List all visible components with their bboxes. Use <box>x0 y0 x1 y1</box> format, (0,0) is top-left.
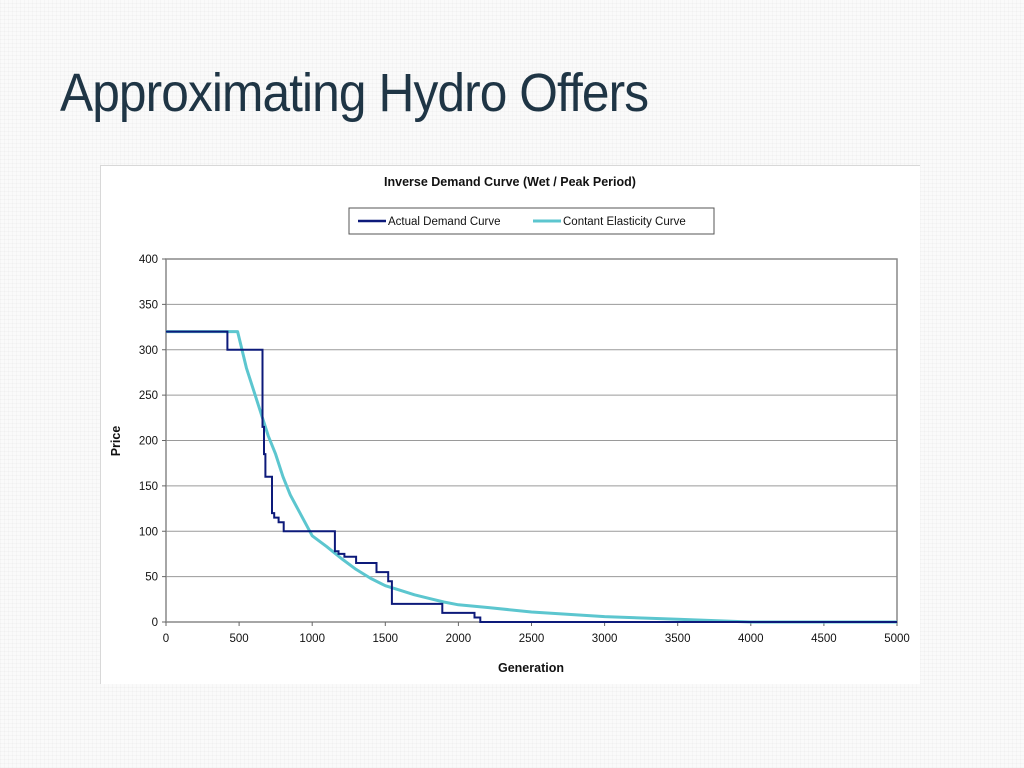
chart-legend: Actual Demand Curve Contant Elasticity C… <box>348 207 715 235</box>
y-axis-ticks: 0 50 100 150 200 250 300 350 400 <box>139 254 166 629</box>
y-tick-label: 150 <box>139 481 158 493</box>
x-axis-label: Generation <box>498 661 564 675</box>
chart-title: Inverse Demand Curve (Wet / Peak Period) <box>384 175 636 189</box>
x-tick-label: 4500 <box>811 633 837 645</box>
y-tick-label: 100 <box>139 526 158 538</box>
x-tick-label: 500 <box>230 633 249 645</box>
series-line-elasticity <box>166 330 897 624</box>
x-tick-label: 1000 <box>299 633 325 645</box>
y-tick-label: 300 <box>139 345 158 357</box>
x-tick-label: 2000 <box>446 633 472 645</box>
legend-label-actual: Actual Demand Curve <box>388 216 501 228</box>
x-tick-label: 0 <box>163 633 169 645</box>
y-tick-label: 350 <box>139 299 158 311</box>
y-tick-label: 250 <box>139 390 158 402</box>
series-line-actual <box>166 330 897 623</box>
x-tick-label: 5000 <box>884 633 910 645</box>
demand-curve-chart: Inverse Demand Curve (Wet / Peak Period)… <box>109 175 910 675</box>
gridlines <box>166 303 897 578</box>
y-tick-label: 400 <box>139 254 158 266</box>
x-tick-label: 3500 <box>665 633 691 645</box>
chart-frame: Inverse Demand Curve (Wet / Peak Period)… <box>100 165 920 684</box>
slide-title: Approximating Hydro Offers <box>60 63 649 123</box>
x-tick-label: 4000 <box>738 633 764 645</box>
x-tick-label: 2500 <box>519 633 545 645</box>
legend-box <box>348 207 715 235</box>
y-tick-label: 50 <box>145 572 158 584</box>
legend-label-elasticity: Contant Elasticity Curve <box>563 216 686 228</box>
x-tick-label: 3000 <box>592 633 618 645</box>
x-tick-label: 1500 <box>373 633 399 645</box>
y-tick-label: 0 <box>152 617 158 629</box>
y-axis-label: Price <box>109 426 123 457</box>
y-tick-label: 200 <box>139 436 158 448</box>
x-axis-ticks: 0 500 1000 1500 2000 2500 3000 3500 4000 4500 5000 <box>163 622 910 645</box>
